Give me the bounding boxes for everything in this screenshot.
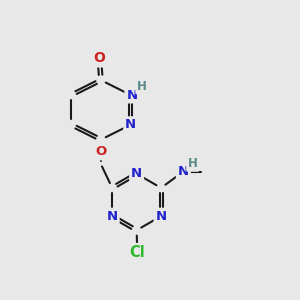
Text: N: N: [131, 167, 142, 180]
Text: N: N: [125, 118, 136, 131]
Text: H: H: [137, 80, 147, 93]
Text: O: O: [94, 52, 105, 65]
Text: N: N: [126, 88, 137, 101]
Text: O: O: [95, 146, 106, 158]
Text: N: N: [178, 165, 189, 178]
Text: Cl: Cl: [129, 245, 145, 260]
Text: N: N: [155, 210, 167, 223]
Text: H: H: [188, 157, 198, 170]
Text: N: N: [106, 210, 118, 223]
